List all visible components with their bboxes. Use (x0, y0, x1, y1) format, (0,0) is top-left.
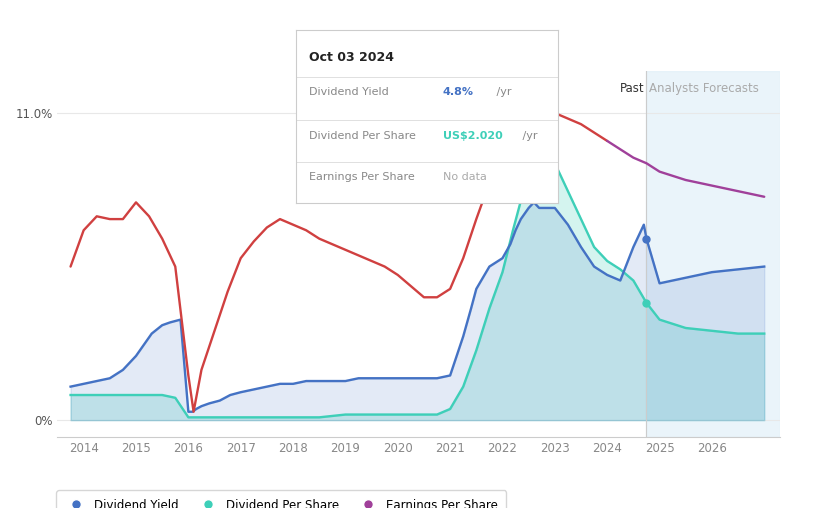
Text: /yr: /yr (519, 131, 538, 141)
Bar (646, 71, 780, 437)
Text: Past: Past (620, 82, 644, 96)
Text: Dividend Yield: Dividend Yield (309, 87, 388, 98)
Legend: Dividend Yield, Dividend Per Share, Earnings Per Share: Dividend Yield, Dividend Per Share, Earn… (56, 490, 507, 508)
Text: 4.8%: 4.8% (443, 87, 474, 98)
Text: US$2.020: US$2.020 (443, 131, 502, 141)
Text: Earnings Per Share: Earnings Per Share (309, 172, 415, 182)
Text: Dividend Per Share: Dividend Per Share (309, 131, 415, 141)
Text: Oct 03 2024: Oct 03 2024 (309, 51, 394, 64)
Text: Analysts Forecasts: Analysts Forecasts (649, 82, 759, 96)
Text: /yr: /yr (493, 87, 511, 98)
Text: No data: No data (443, 172, 487, 182)
